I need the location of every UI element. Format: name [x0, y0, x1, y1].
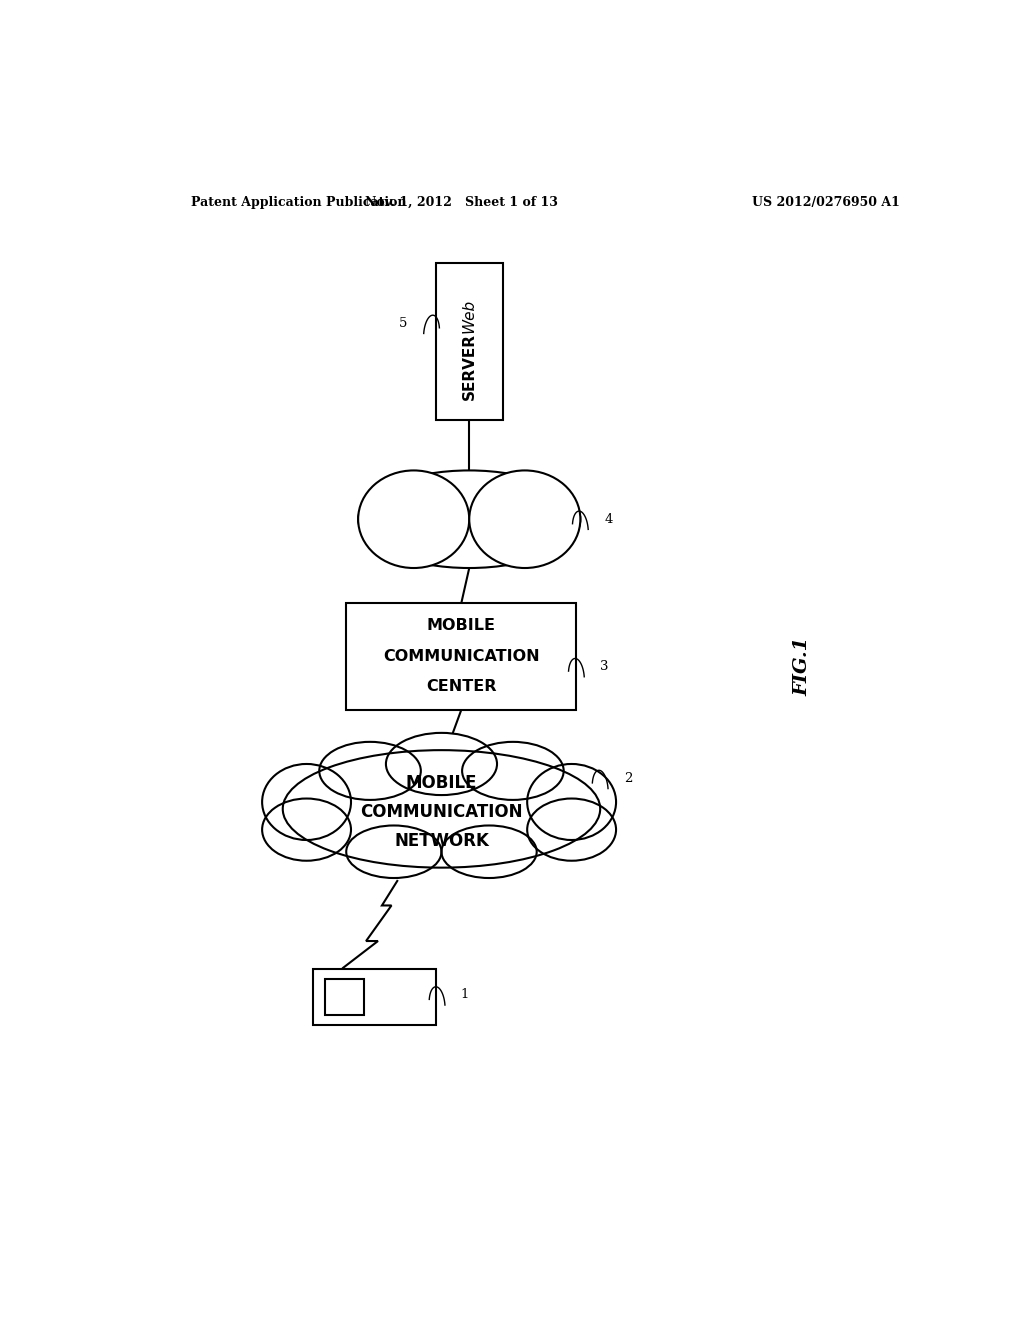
Text: US 2012/0276950 A1: US 2012/0276950 A1: [753, 195, 900, 209]
Text: COMMUNICATION: COMMUNICATION: [383, 649, 540, 664]
Text: SERVER: SERVER: [462, 333, 477, 400]
Text: 2: 2: [624, 772, 633, 785]
Text: NETWORK: NETWORK: [394, 833, 488, 850]
Ellipse shape: [262, 799, 351, 861]
Text: Web: Web: [462, 298, 477, 333]
Ellipse shape: [358, 470, 469, 568]
Text: MOBILE: MOBILE: [427, 619, 496, 634]
Ellipse shape: [469, 470, 581, 568]
Ellipse shape: [527, 799, 616, 861]
FancyBboxPatch shape: [346, 603, 577, 710]
FancyBboxPatch shape: [312, 969, 435, 1024]
Text: CENTER: CENTER: [426, 680, 497, 694]
Ellipse shape: [346, 825, 441, 878]
Text: 3: 3: [600, 660, 608, 673]
Ellipse shape: [283, 750, 600, 867]
Ellipse shape: [358, 470, 581, 568]
Ellipse shape: [319, 742, 421, 800]
Text: FIG.1: FIG.1: [794, 638, 812, 696]
Ellipse shape: [441, 825, 537, 878]
Ellipse shape: [386, 733, 497, 795]
Ellipse shape: [462, 742, 563, 800]
Text: COMMUNICATION: COMMUNICATION: [360, 803, 522, 821]
Text: Nov. 1, 2012   Sheet 1 of 13: Nov. 1, 2012 Sheet 1 of 13: [365, 195, 558, 209]
Text: 5: 5: [399, 317, 408, 330]
Text: 1: 1: [461, 989, 469, 1002]
Text: 4: 4: [604, 512, 612, 525]
Ellipse shape: [262, 764, 351, 840]
FancyBboxPatch shape: [435, 263, 503, 420]
FancyBboxPatch shape: [325, 978, 365, 1015]
Text: MOBILE: MOBILE: [406, 775, 477, 792]
Text: Patent Application Publication: Patent Application Publication: [191, 195, 407, 209]
Ellipse shape: [527, 764, 616, 840]
